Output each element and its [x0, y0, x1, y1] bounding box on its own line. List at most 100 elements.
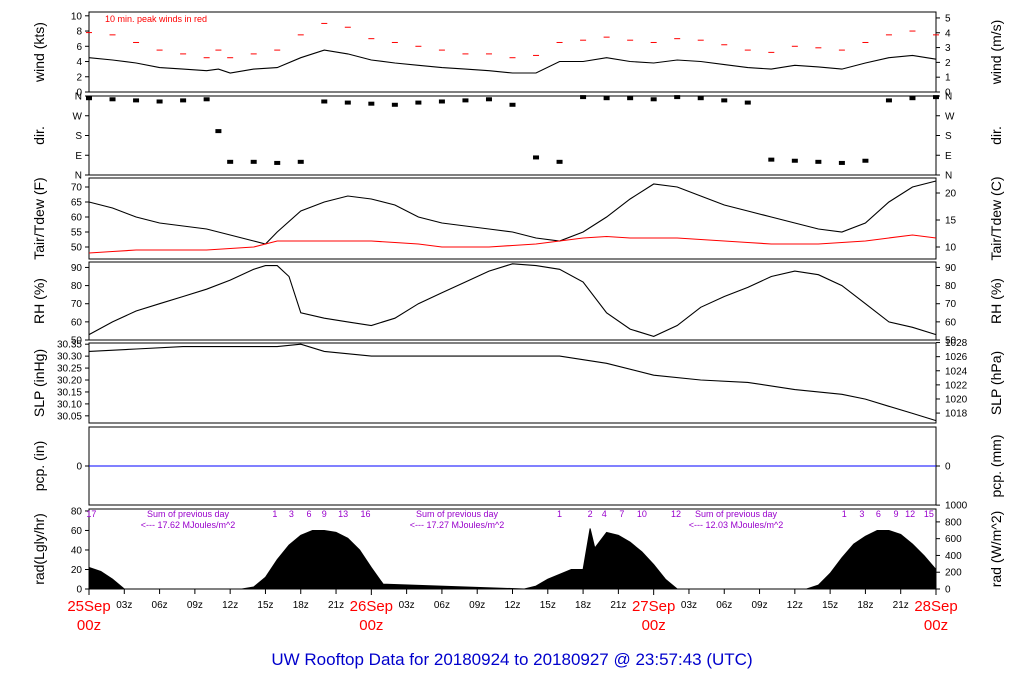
wind-dir-point — [862, 158, 869, 163]
panel-frame-slp — [88, 342, 937, 424]
rad-hour-mark: 16 — [360, 509, 370, 519]
x-hour-tick-label: 15z — [822, 600, 838, 611]
x-hour-tick-label: 15z — [540, 600, 556, 611]
day-sum-title: Sum of previous day — [695, 509, 778, 519]
day-sum-title: Sum of previous day — [147, 509, 230, 519]
y-label-left-rh: RH (%) — [31, 278, 47, 324]
x-hour-tick-label: 03z — [681, 600, 697, 611]
panel-frame-rh — [88, 261, 937, 341]
x-date-label: 26Sep — [350, 598, 393, 615]
y-label-right-dir: dir. — [988, 126, 1004, 145]
wind-kts-tick-label: 2 — [76, 72, 82, 83]
x-hour-tick-label: 15z — [257, 600, 273, 611]
x-date-label: 27Sep — [632, 598, 675, 615]
rad-hour-mark: 17 — [86, 509, 96, 519]
wind-speed-line — [88, 49, 937, 74]
rad-hour-mark: 3 — [859, 509, 864, 519]
wind-dir-point — [650, 97, 657, 102]
dir-tick-right-label: N — [945, 171, 952, 182]
rad-lgly-tick-label: 0 — [76, 585, 82, 596]
slp-line — [88, 343, 937, 422]
temp-c-tick-label: 15 — [945, 216, 957, 227]
rad-hour-mark: 9 — [893, 509, 898, 519]
rad-hour-mark: 15 — [924, 509, 934, 519]
rh-tick-left-label: 50 — [71, 336, 83, 347]
wind-ms-tick-label: 4 — [945, 28, 951, 39]
x-hour-tick-label: 03z — [399, 600, 415, 611]
rad-lgly-tick-label: 60 — [71, 526, 83, 537]
x-date-label: 28Sep — [914, 598, 957, 615]
wind-kts-tick-label: 8 — [76, 27, 82, 38]
day-sum-value: <--- 17.62 MJoules/m^2 — [141, 520, 236, 530]
rad-hour-mark: 12 — [905, 509, 915, 519]
temp-f-tick-label: 55 — [71, 228, 83, 239]
x-hour-tick-label: 09z — [187, 600, 203, 611]
temp-f-tick-label: 60 — [71, 213, 83, 224]
x-hour-tick-label: 18z — [575, 600, 591, 611]
wind-dir-point — [391, 102, 398, 107]
wind-ms-tick-label: 0 — [945, 88, 951, 99]
chart-title: UW Rooftop Data for 20180924 to 20180927… — [271, 650, 752, 669]
rad-hour-mark: 2 — [588, 509, 593, 519]
temp-f-tick-label: 50 — [71, 243, 83, 254]
rad-hour-mark: 12 — [671, 509, 681, 519]
wind-ms-tick-label: 3 — [945, 43, 951, 54]
panel-frame-dir — [88, 95, 937, 176]
x-date-label: 25Sep — [67, 598, 110, 615]
wind-dir-point — [791, 158, 798, 163]
y-label-right-pcp: pcp. (mm) — [988, 435, 1004, 498]
slp-inhg-tick-label: 30.10 — [57, 399, 82, 410]
rad-hour-mark: 1 — [557, 509, 562, 519]
dir-tick-right-label: E — [945, 151, 952, 162]
day-sum-value: <--- 17.27 MJoules/m^2 — [410, 520, 505, 530]
rh-tick-right-label: 80 — [945, 281, 957, 292]
dir-tick-left-label: N — [75, 171, 82, 182]
wind-dir-point — [438, 99, 445, 104]
wind-dir-point — [227, 159, 234, 164]
y-label-left-pcp: pcp. (in) — [31, 441, 47, 492]
rad-lgly-tick-label: 80 — [71, 506, 83, 517]
slp-hpa-tick-label: 1028 — [945, 338, 968, 349]
rad-lgly-tick-label: 40 — [71, 545, 83, 556]
day-sum-title: Sum of previous day — [416, 509, 499, 519]
rh-tick-right-label: 50 — [945, 336, 957, 347]
wind-dir-point — [933, 95, 939, 100]
rh-tick-left-label: 60 — [71, 317, 83, 328]
wind-dir-point — [274, 160, 281, 165]
rad-hour-mark: 7 — [619, 509, 624, 519]
slp-hpa-tick-label: 1024 — [945, 366, 968, 377]
rh-tick-right-label: 60 — [945, 317, 957, 328]
rh-tick-right-label: 70 — [945, 299, 957, 310]
y-label-left-dir: dir. — [31, 126, 47, 145]
wind-dir-point — [215, 129, 222, 134]
slp-inhg-tick-label: 30.30 — [57, 352, 82, 363]
x-hour-tick-label: 09z — [751, 600, 767, 611]
rad-hour-mark: 6 — [306, 509, 311, 519]
wind-dir-point — [885, 98, 892, 103]
x-hour-tick-label: 03z — [116, 600, 132, 611]
wind-dir-point — [674, 95, 681, 100]
rad-hour-mark: 1 — [272, 509, 277, 519]
dir-tick-left-label: S — [75, 131, 82, 142]
dir-tick-left-label: E — [75, 151, 82, 162]
y-label-left-rad: rad(Lgly/hr) — [31, 513, 47, 585]
wind-kts-tick-label: 10 — [71, 11, 83, 22]
x-date-time-label: 00z — [642, 617, 666, 634]
wind-dir-point — [344, 100, 351, 105]
dir-tick-right-label: N — [945, 92, 952, 103]
pcp-mm-tick-label: 0 — [945, 462, 951, 473]
x-hour-tick-label: 18z — [857, 600, 873, 611]
y-label-right-rh: RH (%) — [988, 278, 1004, 324]
rh-line — [88, 263, 937, 337]
dir-tick-left-label: N — [75, 92, 82, 103]
wind-dir-point — [721, 98, 728, 103]
wind-dir-point — [533, 155, 540, 160]
wind-kts-tick-label: 4 — [76, 57, 82, 68]
x-hour-tick-label: 18z — [293, 600, 309, 611]
dir-tick-right-label: S — [945, 131, 952, 142]
x-hour-tick-label: 06z — [152, 600, 168, 611]
temp-f-tick-label: 70 — [71, 183, 83, 194]
x-hour-tick-label: 09z — [469, 600, 485, 611]
dew-point-line — [88, 234, 937, 254]
slp-inhg-tick-label: 30.05 — [57, 411, 82, 422]
